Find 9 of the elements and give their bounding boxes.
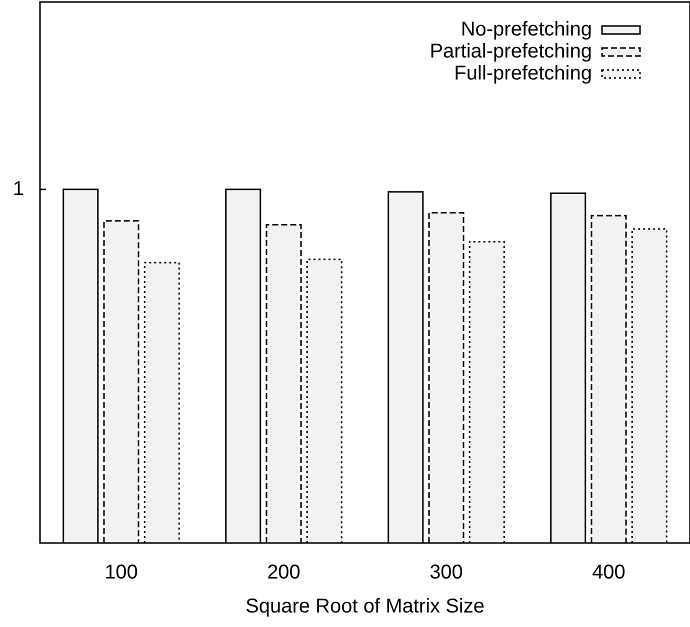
- x-axis-title: Square Root of Matrix Size: [246, 596, 484, 618]
- x-tick-label: 400: [592, 562, 626, 584]
- x-tick-label: 100: [104, 562, 138, 584]
- text: 1: [12, 178, 24, 200]
- x-tick-label: 300: [430, 562, 463, 584]
- legend-label: Partial-prefetching: [430, 40, 592, 63]
- legend-label: No-prefetching: [460, 18, 592, 41]
- x-tick-label: 200: [267, 562, 300, 584]
- legend-label: Full-prefetching: [454, 62, 592, 85]
